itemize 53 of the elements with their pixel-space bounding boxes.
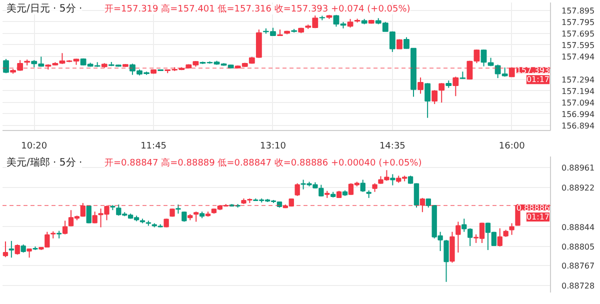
x-tick-label: 16:00 (498, 142, 526, 152)
y-tick-label: 156.994 (562, 110, 595, 119)
candlestick (14, 244, 20, 256)
ref-line-label: 157.393 (516, 66, 550, 76)
candlestick (456, 221, 461, 254)
candlestick (509, 222, 514, 236)
candlestick (62, 220, 68, 235)
y-tick-label: 157.294 (562, 75, 595, 84)
candlestick (444, 239, 449, 282)
x-tick-label: 11:45 (140, 142, 167, 152)
y-tick-label: 156.894 (562, 121, 595, 130)
candlestick (176, 204, 181, 214)
candlestick (480, 49, 487, 67)
candlestick (432, 90, 438, 105)
chart-title: 美元/瑞郎 · 5分 · (6, 156, 82, 168)
y-tick-label: 0.88728 (562, 281, 595, 290)
candlestick (360, 179, 366, 192)
candlestick (194, 211, 199, 222)
y-tick-label: 157.795 (562, 18, 595, 27)
x-tick-label: 10:20 (21, 142, 48, 152)
y-tick-label: 0.88844 (562, 222, 595, 232)
y-tick-label: 157.595 (562, 40, 595, 50)
annotation: 01:17 (526, 75, 550, 84)
chart-title: 美元/日元 · 5分 · (6, 2, 82, 14)
chart-subtitle: 开=157.319 高=157.401 低=157.316 收=157.393 +0.074 (+0.05%) (104, 4, 410, 14)
x-tick-label: 13:10 (260, 142, 286, 152)
y-tick-label: 157.094 (562, 98, 595, 108)
y-tick-label: 157.695 (562, 29, 595, 38)
candlestick (452, 76, 459, 97)
candlestick (390, 174, 396, 186)
candlestick (424, 82, 431, 118)
y-tick-label: 0.88922 (562, 183, 595, 192)
chart-subtitle: 开=0.88847 高=0.88889 低=0.88847 收=0.88886 +0.00040 (+0.05%) (104, 158, 422, 168)
y-tick-label: 0.88767 (562, 262, 595, 271)
candlestick (182, 211, 187, 222)
candlestick (26, 248, 32, 258)
candlestick (3, 58, 9, 74)
candlestick (420, 197, 426, 213)
y-tick-label: 157.895 (562, 6, 595, 16)
y-tick-label: 0.88805 (562, 242, 595, 252)
y-tick-label: 157.194 (562, 86, 595, 96)
ref-line-label: 0.88886 (516, 204, 550, 213)
candlestick (497, 228, 502, 247)
y-tick-label: 157.494 (562, 52, 595, 62)
candlestick (2, 240, 8, 258)
candlestick (294, 182, 300, 196)
candlestick (438, 82, 445, 104)
x-tick-label: 14:35 (379, 142, 406, 152)
y-tick-label: 0.88961 (562, 164, 595, 173)
annotation: 01:17 (526, 212, 550, 222)
candlestick (86, 205, 92, 224)
candlestick (418, 76, 424, 94)
candlestick (8, 240, 14, 258)
